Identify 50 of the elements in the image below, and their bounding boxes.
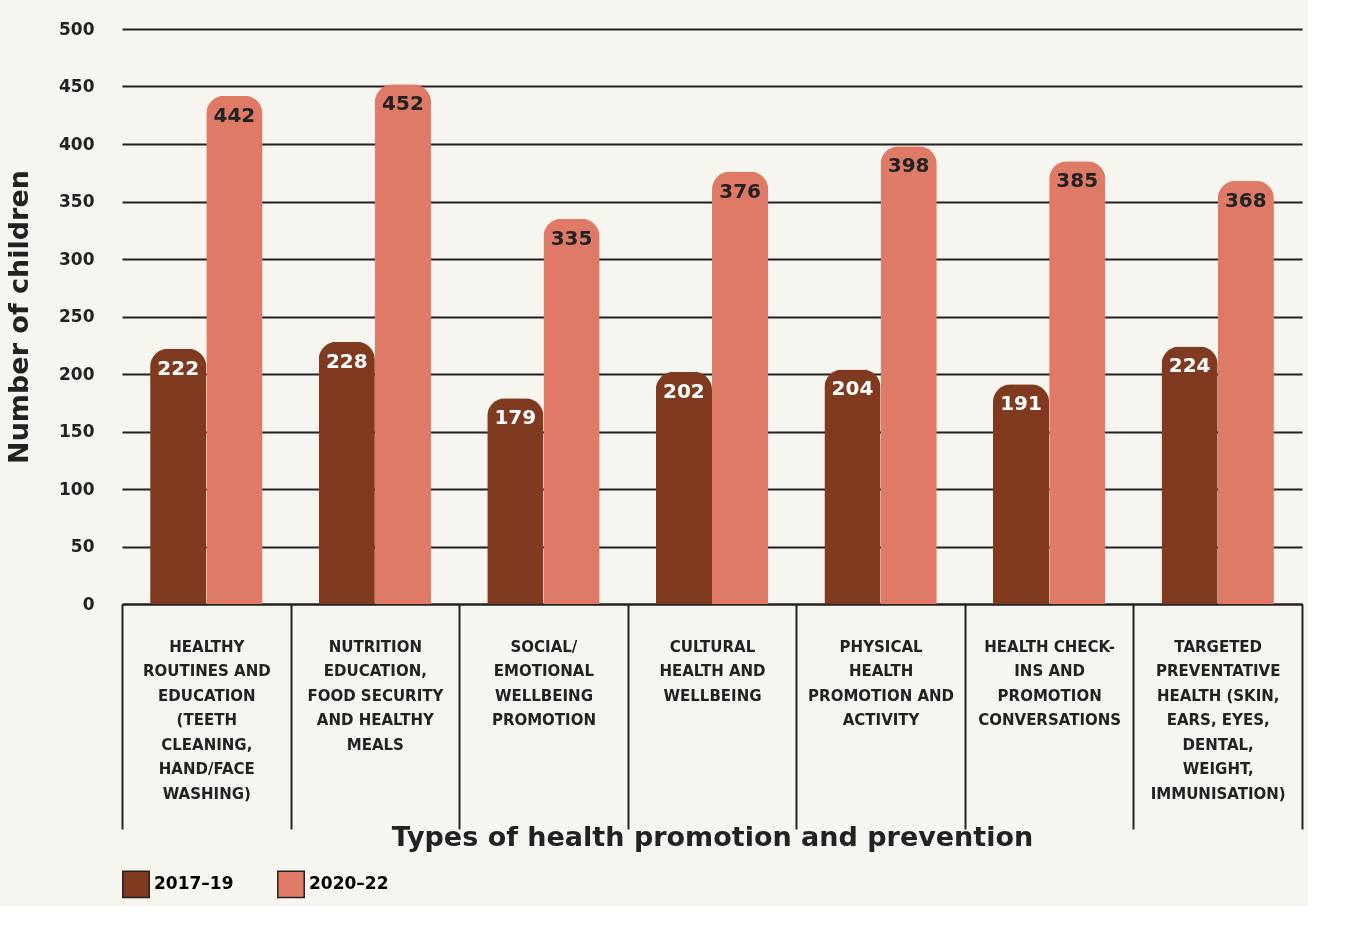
data-label: 442 [213, 102, 256, 127]
x-tick-label: HEALTH CHECK-INS AND PROMOTION CONVERSATIONS [978, 637, 1122, 729]
y-tick-label: 200 [59, 363, 95, 384]
data-label: 368 [1224, 187, 1267, 212]
y-tick-label: 400 [59, 133, 95, 154]
y-tick-label: 350 [59, 191, 95, 211]
bar [374, 84, 432, 604]
data-label: 228 [325, 348, 368, 373]
bar [318, 341, 375, 604]
data-label: 398 [887, 153, 930, 178]
data-label: 335 [550, 225, 593, 250]
x-tick-label: SOCIAL/ EMOTIONAL WELLBEING PROMOTION [491, 637, 596, 729]
data-label: 191 [1000, 391, 1042, 416]
y-tick-label: 500 [59, 18, 95, 39]
bar [655, 371, 712, 604]
x-tick-label: TARGETED PREVENTATIVE HEALTH (SKIN, EARS, EYES, DENTAL, WEIGHT, IMMUNISATION) [1150, 637, 1286, 803]
y-tick-label: 100 [59, 478, 95, 499]
x-tick-label: NUTRITION EDUCATION, FOOD SECURITY AND HEALTHY MEALS [307, 637, 445, 754]
x-tick-label: CULTURAL HEALTH AND WELLBEING [659, 637, 766, 705]
bar [206, 95, 263, 604]
data-label: 385 [1056, 168, 1099, 193]
bar [1161, 346, 1218, 604]
bar [487, 398, 544, 604]
legend-label: 2017–19 [154, 873, 234, 894]
y-tick-label: 300 [59, 248, 95, 269]
y-tick-label: 450 [59, 76, 95, 96]
data-label: 222 [157, 355, 200, 380]
bar [543, 218, 600, 604]
data-label: 452 [382, 91, 424, 116]
bar [824, 369, 881, 604]
bar [1217, 180, 1274, 604]
y-tick-label: 250 [59, 306, 95, 326]
bar [992, 384, 1050, 604]
bar [150, 348, 207, 604]
data-label: 204 [831, 376, 874, 401]
y-tick-label: 150 [59, 421, 95, 441]
x-axis-title: Types of health promotion and prevention [391, 820, 1034, 852]
legend-label: 2020–22 [309, 873, 389, 894]
data-label: 202 [663, 378, 705, 403]
x-tick-label: HEALTHY ROUTINES AND EDUCATION (TEETH CLEANING, HAND/FACE WASHING) [142, 637, 271, 803]
y-tick-label: 50 [70, 536, 95, 556]
x-tick-label: PHYSICAL HEALTH PROMOTION AND ACTIVITY [808, 637, 955, 729]
data-label: 376 [719, 178, 761, 203]
data-label: 224 [1168, 353, 1211, 378]
data-label: 179 [494, 405, 537, 430]
y-axis-title: Number of children [3, 170, 35, 464]
bar [1049, 161, 1106, 604]
bar [712, 171, 769, 604]
y-tick-label: 0 [82, 593, 95, 614]
bar [880, 146, 937, 604]
